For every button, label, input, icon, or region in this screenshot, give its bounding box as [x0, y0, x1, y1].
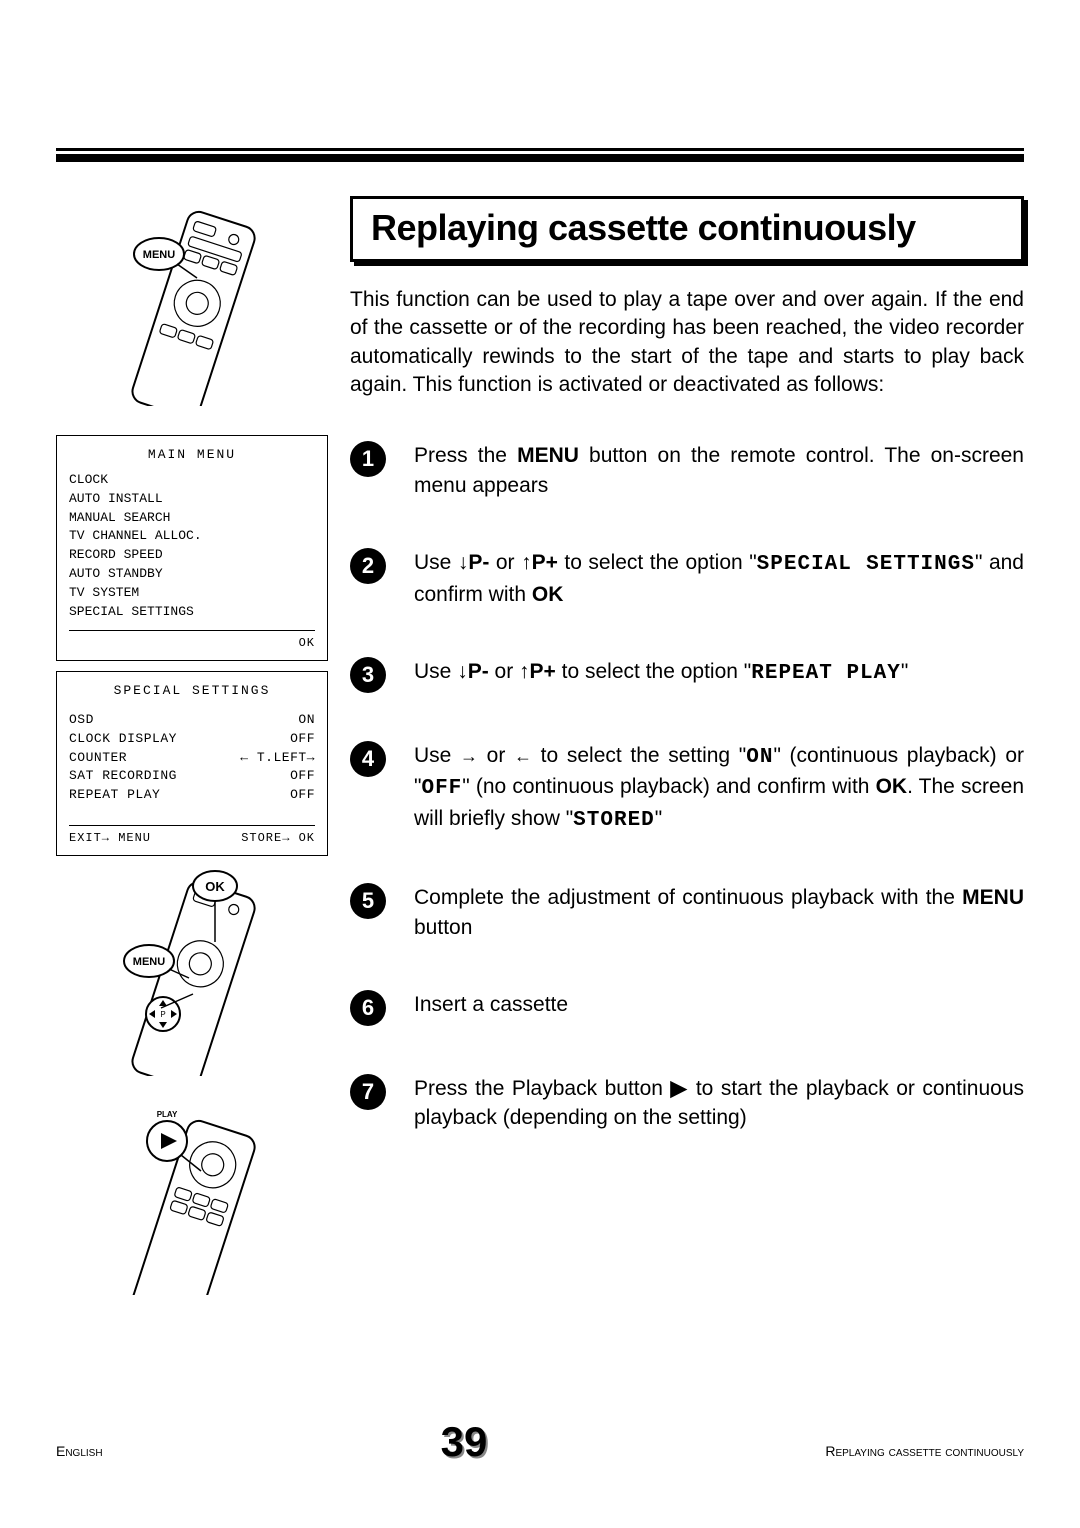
step-number: 2 — [350, 548, 386, 584]
svg-text:PLAY: PLAY — [157, 1110, 178, 1119]
special-menu-row: CLOCK DISPLAYOFF — [69, 730, 315, 749]
step-number: 1 — [350, 441, 386, 477]
step-3: 3 Use ↓P- or ↑P+ to select the option "R… — [350, 657, 1024, 693]
main-menu-item: RECORD SPEED — [69, 546, 315, 565]
step-4: 4 Use → or ← to select the setting "ON " … — [350, 741, 1024, 835]
step-number: 6 — [350, 990, 386, 1026]
arrow-right-icon: → — [460, 746, 478, 766]
remote-menu-illustration: MENU — [56, 196, 328, 411]
key-p-plus: ↑P+ — [521, 551, 558, 574]
step-text-part: " (no continuous playback) and confirm w… — [462, 775, 875, 798]
option-repeat-play: REPEAT PLAY — [751, 662, 901, 685]
special-menu-row: OSDON — [69, 711, 315, 730]
page-footer: English 39 Replaying cassette continuous… — [56, 1418, 1024, 1466]
main-menu-osd: MAIN MENU CLOCKAUTO INSTALLMANUAL SEARCH… — [56, 435, 328, 661]
main-menu-item: AUTO INSTALL — [69, 490, 315, 509]
ok-label: OK — [205, 879, 225, 894]
step-number: 5 — [350, 883, 386, 919]
main-menu-item: MANUAL SEARCH — [69, 509, 315, 528]
remote-ok-illustration: OK MENU P — [56, 866, 328, 1081]
step-text-part: Press the — [414, 444, 517, 467]
key-p-plus: ↑P+ — [519, 660, 556, 683]
special-footer-left: EXIT→ MENU — [69, 830, 151, 847]
value-off: OFF — [421, 777, 462, 800]
page-number: 39 — [441, 1418, 488, 1466]
step-text-part: or — [489, 660, 519, 683]
step-number: 4 — [350, 741, 386, 777]
special-menu-row: REPEAT PLAYOFF — [69, 786, 315, 805]
step-text-part: Use — [414, 551, 458, 574]
svg-text:MENU: MENU — [133, 956, 165, 968]
step-text-part: or — [478, 744, 514, 767]
value-on: ON — [746, 746, 773, 769]
option-special-settings: SPECIAL SETTINGS — [757, 553, 975, 576]
main-menu-item: SPECIAL SETTINGS — [69, 603, 315, 622]
step-text-part: to select the setting " — [532, 744, 746, 767]
step-text-part: Complete the adjustment of continuous pl… — [414, 886, 962, 909]
main-menu-item: TV CHANNEL ALLOC. — [69, 527, 315, 546]
menu-button-ref: MENU — [517, 444, 579, 467]
section-title: Replaying cassette continuously — [371, 207, 1003, 249]
menu-label: MENU — [143, 249, 175, 261]
arrow-left-icon: ← — [514, 746, 532, 766]
step-text-part: button — [414, 916, 472, 939]
step-2: 2 Use ↓P- or ↑P+ to select the option "S… — [350, 548, 1024, 609]
special-settings-osd: SPECIAL SETTINGS OSDONCLOCK DISPLAYOFFCO… — [56, 671, 328, 856]
menu-button-ref: MENU — [962, 886, 1024, 909]
section-title-box: Replaying cassette continuously — [350, 196, 1024, 262]
main-menu-title: MAIN MENU — [69, 446, 315, 465]
value-stored: STORED — [573, 809, 655, 832]
left-column: MENU MAIN MENU CLOCKAUTO INSTALLMANUAL S… — [56, 196, 328, 1324]
footer-section: Replaying cassette continuously — [825, 1443, 1024, 1459]
special-menu-title: SPECIAL SETTINGS — [69, 682, 315, 701]
step-text-part: " — [655, 807, 662, 830]
step-text-part: Use — [414, 660, 457, 683]
step-number: 7 — [350, 1074, 386, 1110]
step-7: 7 Press the Playback button ▶ to start t… — [350, 1074, 1024, 1133]
step-text-part: " — [901, 660, 908, 683]
intro-text: This function can be used to play a tape… — [350, 286, 1024, 399]
ok-button-ref: OK — [876, 775, 908, 798]
key-p-minus: ↓P- — [458, 551, 490, 574]
svg-text:P: P — [160, 1010, 165, 1019]
step-text-part: to select the option " — [556, 660, 751, 683]
remote-play-illustration: PLAY — [56, 1105, 328, 1300]
step-text-part: Use — [414, 744, 460, 767]
step-text: Insert a cassette — [414, 990, 1024, 1026]
footer-language: English — [56, 1443, 103, 1459]
play-icon: ▶ — [670, 1077, 688, 1100]
step-text-part: to select the option " — [558, 551, 757, 574]
step-text-part: Press the Playback button — [414, 1077, 670, 1100]
key-p-minus: ↓P- — [457, 660, 489, 683]
step-number: 3 — [350, 657, 386, 693]
special-menu-row: COUNTER← T.LEFT→ — [69, 749, 315, 768]
main-menu-item: TV SYSTEM — [69, 584, 315, 603]
step-6: 6 Insert a cassette — [350, 990, 1024, 1026]
right-column: Replaying cassette continuously This fun… — [350, 196, 1024, 1181]
main-menu-item: AUTO STANDBY — [69, 565, 315, 584]
main-menu-ok: OK — [299, 635, 315, 652]
special-menu-row: SAT RECORDINGOFF — [69, 767, 315, 786]
main-menu-item: CLOCK — [69, 471, 315, 490]
special-footer-right: STORE→ OK — [241, 830, 315, 847]
ok-button-ref: OK — [532, 583, 564, 606]
step-text-part: or — [489, 551, 521, 574]
step-1: 1 Press the MENU button on the remote co… — [350, 441, 1024, 500]
step-5: 5 Complete the adjustment of continuous … — [350, 883, 1024, 942]
